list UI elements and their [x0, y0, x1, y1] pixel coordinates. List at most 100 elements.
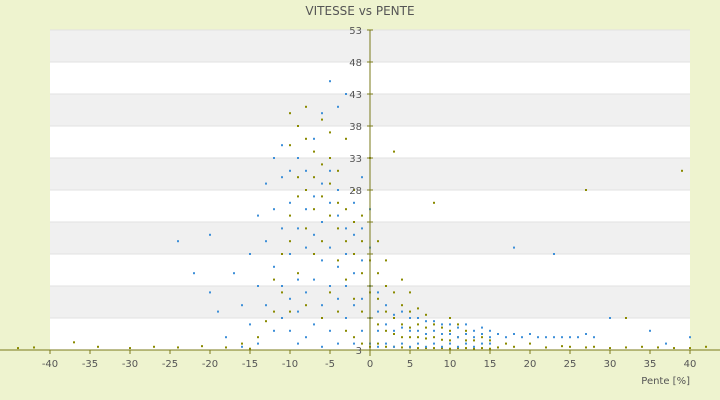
data-point — [449, 323, 451, 326]
data-point — [649, 329, 651, 332]
data-point — [313, 150, 315, 153]
data-point — [481, 333, 483, 335]
data-point — [385, 342, 387, 345]
data-point — [433, 342, 435, 345]
data-point — [545, 336, 547, 339]
data-point — [281, 317, 283, 319]
data-point — [337, 201, 339, 204]
data-point — [361, 227, 363, 230]
data-point — [321, 345, 323, 348]
data-point — [497, 346, 499, 349]
data-point — [361, 176, 363, 179]
data-point — [609, 317, 611, 319]
data-point — [385, 345, 387, 348]
data-point — [681, 169, 683, 172]
data-point — [353, 253, 355, 255]
data-point — [345, 227, 347, 230]
data-point — [353, 189, 355, 191]
data-point — [313, 195, 315, 198]
data-point — [353, 233, 355, 236]
data-point — [257, 336, 259, 339]
data-point — [361, 259, 363, 262]
data-point — [337, 105, 339, 108]
data-point — [313, 278, 315, 281]
data-point — [305, 208, 307, 211]
data-point — [465, 342, 467, 345]
data-point — [393, 317, 395, 319]
data-point — [441, 345, 443, 348]
x-tick-label: 10 — [444, 359, 457, 370]
data-point — [289, 329, 291, 332]
x-tick-label: 30 — [604, 359, 617, 370]
data-point — [305, 246, 307, 249]
data-point — [481, 336, 483, 339]
data-point — [441, 347, 443, 350]
data-point — [457, 345, 459, 348]
data-point — [401, 323, 403, 326]
data-point — [465, 329, 467, 332]
data-point — [281, 291, 283, 294]
data-point — [329, 80, 331, 83]
data-point — [577, 336, 579, 339]
data-point — [361, 297, 363, 300]
data-point — [329, 157, 331, 159]
data-point — [513, 333, 515, 335]
data-point — [321, 221, 323, 223]
data-point — [313, 208, 315, 211]
data-point — [625, 346, 627, 349]
data-point — [481, 326, 483, 329]
data-point — [553, 336, 555, 339]
data-point — [409, 310, 411, 313]
x-tick-label: -25 — [162, 359, 178, 370]
data-point — [409, 329, 411, 332]
y-tick-label: 53 — [349, 26, 362, 37]
data-point — [265, 304, 267, 307]
data-point — [425, 326, 427, 329]
data-point — [257, 342, 259, 345]
data-point — [297, 176, 299, 179]
data-point — [417, 329, 419, 332]
data-point — [353, 201, 355, 204]
data-point — [585, 189, 587, 191]
data-point — [201, 345, 203, 348]
data-point — [473, 329, 475, 332]
data-point — [377, 291, 379, 294]
y-tick-label: 33 — [349, 154, 362, 165]
x-tick-label: 0 — [367, 359, 373, 370]
data-point — [465, 333, 467, 335]
data-point — [353, 336, 355, 339]
data-point — [449, 339, 451, 342]
data-point — [273, 208, 275, 211]
data-point — [377, 323, 379, 326]
data-point — [313, 253, 315, 255]
data-point — [249, 253, 251, 255]
data-point — [425, 313, 427, 316]
y-tick-label: 43 — [349, 90, 362, 101]
data-point — [529, 342, 531, 345]
data-point — [289, 310, 291, 313]
data-point — [361, 240, 363, 243]
data-point — [321, 317, 323, 319]
data-point — [281, 176, 283, 179]
data-point — [337, 297, 339, 300]
data-point — [441, 323, 443, 326]
data-point — [337, 265, 339, 268]
data-point — [377, 240, 379, 243]
data-point — [593, 345, 595, 348]
data-point — [377, 272, 379, 275]
data-point — [321, 195, 323, 198]
data-point — [353, 304, 355, 307]
data-point — [313, 137, 315, 140]
data-point — [401, 342, 403, 345]
x-axis-label: Pente [%] — [641, 376, 690, 387]
data-point — [425, 345, 427, 348]
data-point — [393, 313, 395, 316]
data-point — [457, 323, 459, 326]
data-point — [289, 169, 291, 172]
data-point — [449, 347, 451, 350]
data-point — [289, 240, 291, 243]
x-tick-label: 15 — [484, 359, 497, 370]
x-tick-label: -20 — [202, 359, 218, 370]
data-point — [353, 272, 355, 275]
data-point — [585, 346, 587, 349]
